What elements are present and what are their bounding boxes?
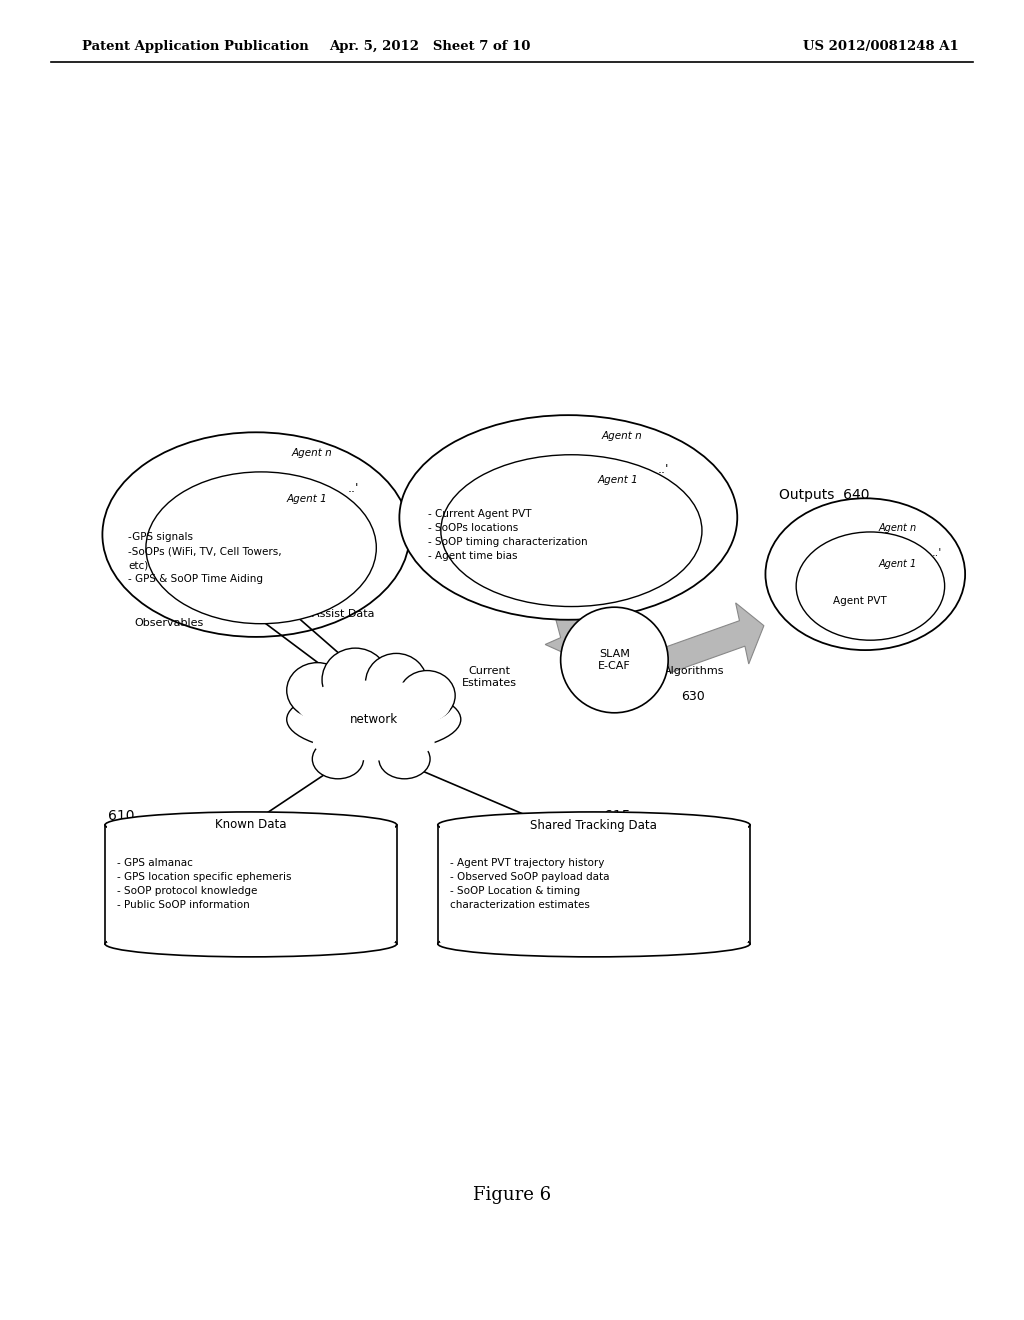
Text: Shared Tracking Data: Shared Tracking Data <box>530 818 657 832</box>
Text: Agent n: Agent n <box>879 523 918 533</box>
Text: ..': ..' <box>657 463 670 477</box>
Text: - GPS almanac
- GPS location specific ephemeris
- SoOP protocol knowledge
- Publ: - GPS almanac - GPS location specific ep… <box>117 858 292 909</box>
Polygon shape <box>414 503 449 566</box>
Text: - Agent PVT trajectory history
- Observed SoOP payload data
- SoOP Location & ti: - Agent PVT trajectory history - Observe… <box>451 858 609 909</box>
Text: Known Data: Known Data <box>215 818 287 832</box>
Polygon shape <box>545 605 599 660</box>
FancyBboxPatch shape <box>438 825 750 944</box>
Ellipse shape <box>322 648 388 711</box>
Text: Apr. 5, 2012   Sheet 7 of 10: Apr. 5, 2012 Sheet 7 of 10 <box>330 40 530 53</box>
Ellipse shape <box>797 532 944 640</box>
Ellipse shape <box>105 812 396 838</box>
Text: SLAM
E-CAF: SLAM E-CAF <box>598 649 631 671</box>
Ellipse shape <box>379 739 430 779</box>
Text: ..': ..' <box>932 548 942 558</box>
Text: Figure 6: Figure 6 <box>473 1185 551 1204</box>
Ellipse shape <box>438 931 750 957</box>
Text: Agent 1: Agent 1 <box>879 558 918 569</box>
Ellipse shape <box>312 739 364 779</box>
Ellipse shape <box>399 416 737 620</box>
Text: Algorithms: Algorithms <box>664 665 724 676</box>
Text: network: network <box>350 713 397 726</box>
Text: Agent 1: Agent 1 <box>597 475 638 486</box>
Text: Agent 1: Agent 1 <box>287 494 328 504</box>
Text: Outputs  640: Outputs 640 <box>779 488 869 502</box>
Polygon shape <box>665 603 764 673</box>
Text: Agent PVT: Agent PVT <box>834 595 887 606</box>
Ellipse shape <box>441 454 702 607</box>
Text: Assist Data: Assist Data <box>312 609 375 619</box>
FancyBboxPatch shape <box>108 826 394 942</box>
Text: Unknowns   620: Unknowns 620 <box>503 426 613 440</box>
Text: ..': ..' <box>347 482 359 495</box>
Ellipse shape <box>102 433 410 636</box>
Ellipse shape <box>366 653 427 711</box>
Text: Agent n: Agent n <box>601 430 642 441</box>
Ellipse shape <box>287 688 461 751</box>
Ellipse shape <box>765 499 965 651</box>
Ellipse shape <box>297 681 451 731</box>
Ellipse shape <box>398 671 455 721</box>
Text: Observables  600: Observables 600 <box>201 442 322 455</box>
Text: US 2012/0081248 A1: US 2012/0081248 A1 <box>803 40 958 53</box>
Ellipse shape <box>105 931 396 957</box>
Ellipse shape <box>146 473 377 624</box>
Text: - Current Agent PVT
- SoOPs locations
- SoOP timing characterization
- Agent tim: - Current Agent PVT - SoOPs locations - … <box>428 508 588 561</box>
Text: 615: 615 <box>604 809 631 822</box>
Text: Observables: Observables <box>134 618 204 628</box>
Ellipse shape <box>561 607 668 713</box>
FancyBboxPatch shape <box>105 825 396 944</box>
Text: Patent Application Publication: Patent Application Publication <box>82 40 308 53</box>
Text: 630: 630 <box>681 690 705 704</box>
Ellipse shape <box>438 812 750 838</box>
Text: Current
Estimates: Current Estimates <box>462 667 517 688</box>
FancyBboxPatch shape <box>440 826 748 942</box>
Text: -GPS signals
-SoOPs (WiFi, TV, Cell Towers,
etc)
- GPS & SoOP Time Aiding: -GPS signals -SoOPs (WiFi, TV, Cell Towe… <box>128 532 282 585</box>
Text: Agent n: Agent n <box>292 447 333 458</box>
Ellipse shape <box>313 726 434 760</box>
Ellipse shape <box>287 663 348 718</box>
Text: 610: 610 <box>108 809 134 822</box>
